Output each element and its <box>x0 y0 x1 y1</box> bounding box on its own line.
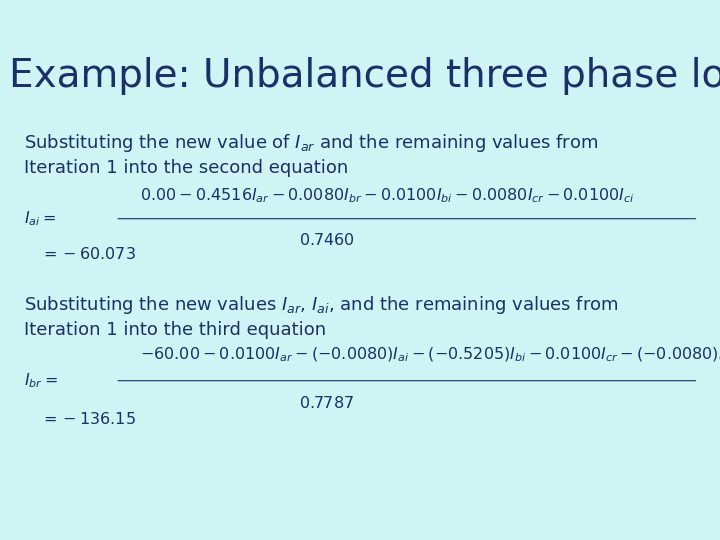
Text: $0.7787$: $0.7787$ <box>299 395 354 411</box>
Text: $\mathit{I}_{ai}=$: $\mathit{I}_{ai}=$ <box>24 210 55 228</box>
Text: Iteration 1 into the second equation: Iteration 1 into the second equation <box>24 159 348 177</box>
Text: $\mathit{I}_{br}=$: $\mathit{I}_{br}=$ <box>24 372 58 390</box>
Text: Substituting the new values $\mathit{I}_{ar}$, $\mathit{I}_{ai}$, and the remain: Substituting the new values $\mathit{I}_… <box>24 294 618 316</box>
Text: Substituting the new value of $\mathit{I}_{ar}$ and the remaining values from: Substituting the new value of $\mathit{I… <box>24 132 598 154</box>
Text: $=-136.15$: $=-136.15$ <box>40 410 135 427</box>
Text: $0.7460$: $0.7460$ <box>299 232 354 248</box>
Text: $0.00-0.4516\mathit{I}_{ar}-0.0080\mathit{I}_{br}-0.0100\mathit{I}_{bi}-0.0080\m: $0.00-0.4516\mathit{I}_{ar}-0.0080\mathi… <box>140 186 635 205</box>
Text: $-60.00-0.0100\mathit{I}_{ar}-(-0.0080)\mathit{I}_{ai}-(-0.5205)\mathit{I}_{bi}-: $-60.00-0.0100\mathit{I}_{ar}-(-0.0080)\… <box>140 346 720 364</box>
Text: Iteration 1 into the third equation: Iteration 1 into the third equation <box>24 321 326 339</box>
Text: $=-60.073$: $=-60.073$ <box>40 246 135 262</box>
Text: Example: Unbalanced three phase load: Example: Unbalanced three phase load <box>9 57 720 94</box>
